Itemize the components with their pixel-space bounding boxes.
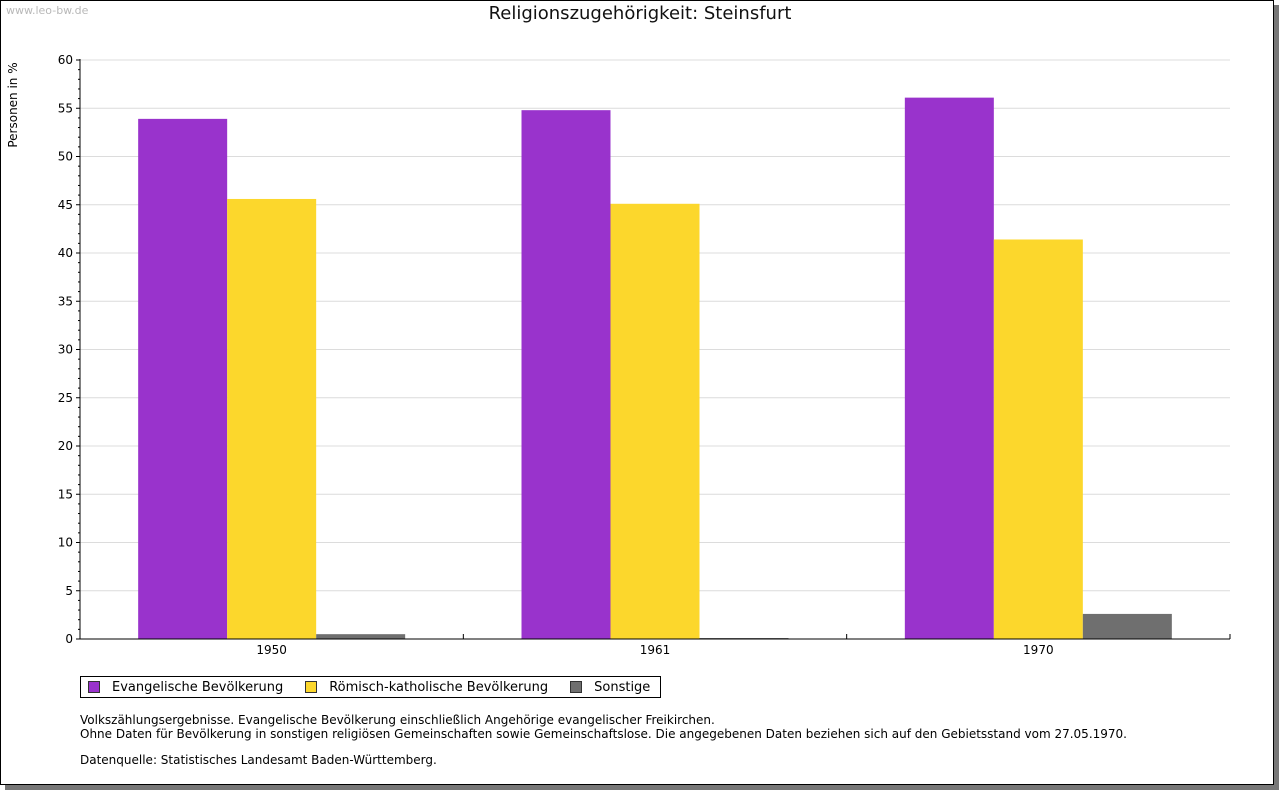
bar-rmischkatholische-1950 bbox=[227, 198, 317, 639]
y-tick-label: 15 bbox=[58, 487, 73, 501]
bar-sonstige-1970 bbox=[1082, 613, 1172, 639]
y-tick-label: 35 bbox=[58, 294, 73, 308]
y-tick-label: 40 bbox=[58, 246, 73, 260]
chart-notes: Volkszählungsergebnisse. Evangelische Be… bbox=[80, 713, 1127, 741]
y-tick-label: 30 bbox=[58, 343, 73, 357]
y-tick-label: 45 bbox=[58, 198, 73, 212]
legend-swatch-sonstige bbox=[570, 681, 583, 693]
x-tick-label: 1970 bbox=[1023, 643, 1054, 657]
legend: Evangelische Bevölkerung Römisch-katholi… bbox=[80, 676, 662, 698]
bar-sonstige-1950 bbox=[316, 634, 406, 639]
x-tick-label: 1961 bbox=[640, 643, 671, 657]
legend-item-katholisch: Römisch-katholische Bevölkerung bbox=[305, 680, 548, 695]
y-tick-label: 50 bbox=[58, 150, 73, 164]
y-tick-label: 10 bbox=[58, 536, 73, 550]
note-line-1: Volkszählungsergebnisse. Evangelische Be… bbox=[80, 713, 715, 727]
legend-item-evangelisch: Evangelische Bevölkerung bbox=[88, 680, 283, 695]
bar-evangelische-1961 bbox=[521, 110, 611, 640]
y-tick-label: 20 bbox=[58, 439, 73, 453]
watermark: www.leo-bw.de bbox=[6, 4, 89, 17]
y-tick-label: 60 bbox=[58, 53, 73, 67]
bar-chart: 0 5 10 15 20 25 30 35 40 45 50 55 60 1950 1961 1970 bbox=[58, 53, 1231, 657]
chart-title: Religionszugehörigkeit: Steinsfurt bbox=[488, 3, 792, 24]
bar-rmischkatholische-1961 bbox=[610, 203, 700, 639]
y-tick-label: 0 bbox=[65, 632, 73, 646]
legend-item-sonstige: Sonstige bbox=[570, 680, 650, 695]
legend-swatch-katholisch bbox=[305, 681, 318, 693]
bar-rmischkatholische-1970 bbox=[993, 239, 1083, 640]
bar-evangelische-1970 bbox=[904, 97, 994, 639]
legend-label-sonstige: Sonstige bbox=[594, 679, 651, 695]
x-tick-label: 1950 bbox=[256, 643, 287, 657]
legend-label-evangelisch: Evangelische Bevölkerung bbox=[112, 679, 284, 695]
legend-swatch-evangelisch bbox=[88, 681, 100, 693]
y-tick-label: 55 bbox=[58, 101, 73, 115]
bar-evangelische-1950 bbox=[138, 118, 228, 640]
data-source: Datenquelle: Statistisches Landesamt Bad… bbox=[80, 753, 437, 767]
note-line-2: Ohne Daten für Bevölkerung in sonstigen … bbox=[80, 727, 1127, 741]
legend-label-katholisch: Römisch-katholische Bevölkerung bbox=[329, 679, 549, 695]
y-tick-label: 25 bbox=[58, 391, 73, 405]
y-tick-label: 5 bbox=[65, 584, 73, 598]
